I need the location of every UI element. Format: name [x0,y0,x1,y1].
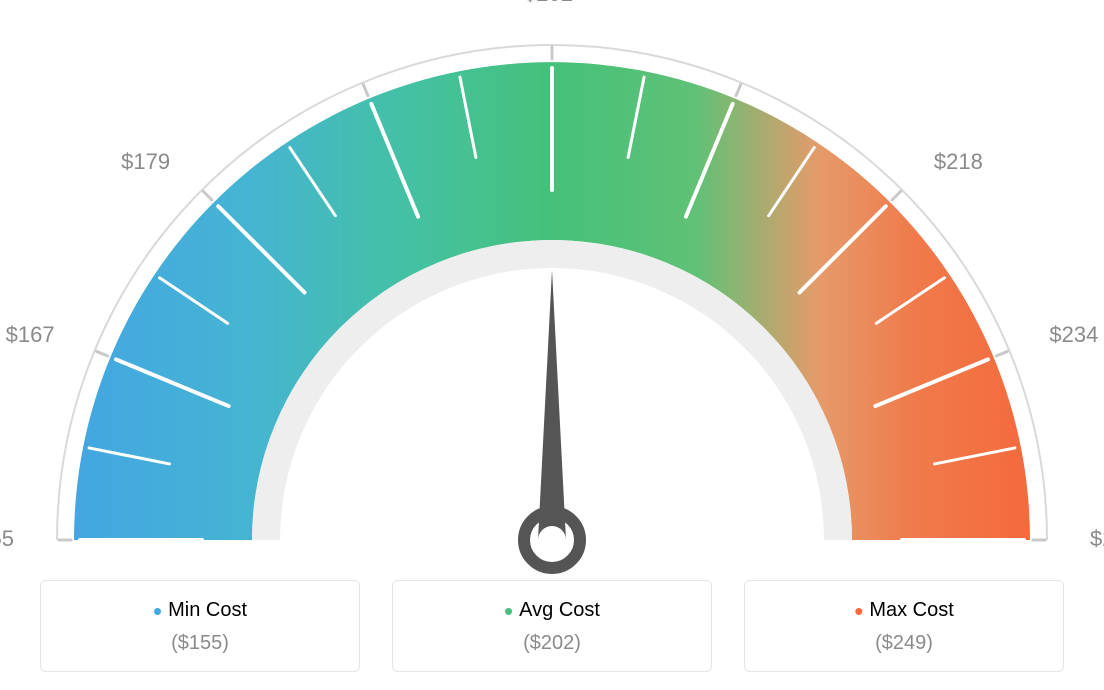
gauge-tick-label: $234 [1049,322,1098,348]
legend-title-avg: •Avg Cost [403,599,701,622]
gauge-tick-label: $218 [934,149,983,175]
gauge-tick-label: $167 [0,322,55,348]
gauge-svg [0,0,1104,580]
legend-value-min: ($155) [51,632,349,655]
gauge-chart: $155 $167 $179 $202 $218 $234 $249 [0,0,1104,560]
dot-icon: • [854,596,863,626]
gauge-tick-label: $202 [524,0,573,7]
dot-icon: • [504,596,513,626]
legend-title-text: Max Cost [869,599,953,621]
legend-value-avg: ($202) [403,632,701,655]
legend-card-max: •Max Cost ($249) [744,580,1064,672]
gauge-tick-label: $249 [1090,526,1104,552]
legend-title-text: Min Cost [168,599,247,621]
legend-row: •Min Cost ($155) •Avg Cost ($202) •Max C… [0,580,1104,672]
legend-title-max: •Max Cost [755,599,1053,622]
legend-title-min: •Min Cost [51,599,349,622]
gauge-tick-label: $155 [0,526,14,552]
legend-card-avg: •Avg Cost ($202) [392,580,712,672]
legend-title-text: Avg Cost [519,599,600,621]
dot-icon: • [153,596,162,626]
gauge-tick-label: $179 [115,149,170,175]
legend-card-min: •Min Cost ($155) [40,580,360,672]
legend-value-max: ($249) [755,632,1053,655]
